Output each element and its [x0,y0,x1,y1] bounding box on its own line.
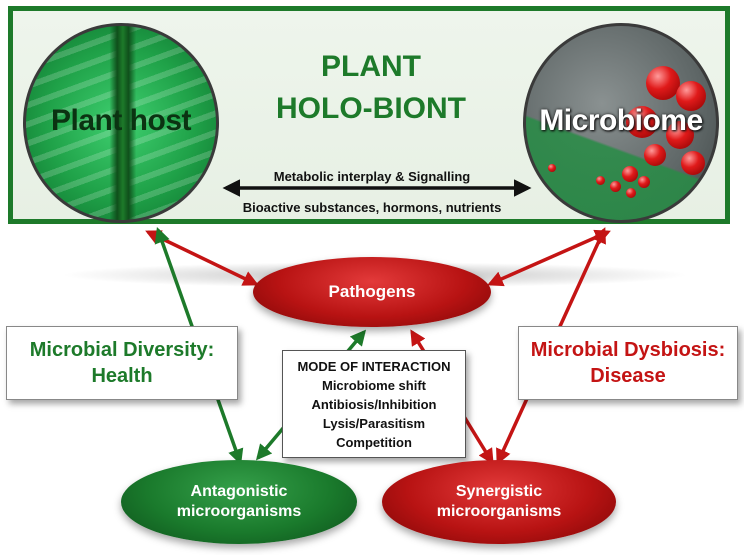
plant-host-label: Plant host [50,104,192,137]
mode-title: MODE OF INTERACTION [297,358,451,374]
microbe-bubble [676,81,706,111]
microbe-bubble [646,66,680,100]
mode-item: Lysis/Parasitism [322,415,426,431]
synergistic-node: Synergistic microorganisms [382,460,616,544]
microbiome-circle: Microbiome [523,23,719,223]
microbe-bubble [681,151,705,175]
health-box: Microbial Diversity: Health [6,326,238,400]
mode-item: Antibiosis/Inhibition [311,396,437,412]
disease-box-line2: Disease [590,365,666,387]
synergistic-label-line1: Synergistic [455,483,543,500]
pathogens-node: Pathogens [253,257,491,327]
plant-host-circle: Plant host [23,23,219,223]
microbiome-label: Microbiome [539,104,703,137]
antagonistic-label-line2: microorganisms [176,503,302,520]
mode-item: Competition [336,434,412,450]
mode-of-interaction-box: MODE OF INTERACTION Microbiome shift Ant… [282,350,466,458]
holobiont-panel: Plant host Microbiome [8,6,730,224]
disease-box-line1: Microbial Dysbiosis: [530,339,726,361]
microbe-bubble [666,121,694,149]
synergistic-label-line2: microorganisms [436,503,562,520]
microbe-bubble [596,176,605,185]
microbe-bubble [626,188,636,198]
antagonistic-node: Antagonistic microorganisms [121,460,357,544]
microbe-bubble [638,176,650,188]
health-box-line2: Health [91,365,153,387]
pathogens-label: Pathogens [328,282,416,301]
mode-item: Microbiome shift [321,377,426,393]
microbe-bubble [548,164,556,172]
microbe-bubble [610,181,621,192]
disease-box: Microbial Dysbiosis: Disease [518,326,738,400]
microbe-bubble [626,106,658,138]
microbe-bubble [622,166,638,182]
microbe-bubble [644,144,666,166]
antagonistic-label-line1: Antagonistic [190,483,288,500]
substances-label: Bioactive substances, hormons, nutrients [242,200,502,215]
health-box-line1: Microbial Diversity: [29,339,215,361]
host-pathogen-arrow [145,230,259,286]
holobiont-title-line2: HOLO-BIONT [276,92,466,125]
holobiont-title-line1: PLANT [321,50,421,83]
